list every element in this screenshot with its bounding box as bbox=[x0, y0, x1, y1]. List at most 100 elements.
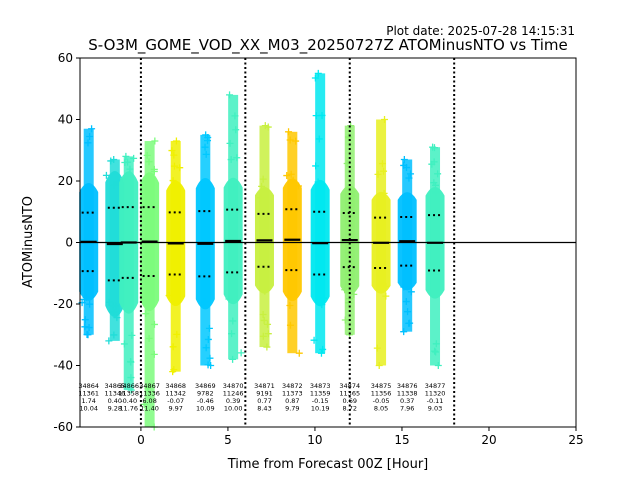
y-tick-label: 0 bbox=[65, 236, 73, 250]
x-tick-label: 10 bbox=[307, 433, 322, 447]
bin-stats-line: 7.96 bbox=[400, 405, 414, 413]
bin-stats-line: 34867 bbox=[139, 382, 160, 390]
plot-date: Plot date: 2025-07-28 14:15:31 bbox=[386, 24, 575, 38]
scatter-spread bbox=[200, 134, 211, 366]
bin-stats-line: 11336 bbox=[139, 390, 160, 398]
scatter-point bbox=[127, 358, 135, 366]
scatter-point bbox=[381, 116, 389, 123]
bin-stats-line: -0.07 bbox=[167, 397, 184, 405]
scatter-point bbox=[105, 337, 113, 345]
bin-stats-label: 34865 11346 0.40 9.28 bbox=[104, 382, 125, 413]
scatter-point bbox=[202, 344, 210, 352]
scatter-series-9 bbox=[310, 69, 330, 357]
bin-stats-line: 10.00 bbox=[224, 405, 243, 413]
scatter-point bbox=[380, 189, 388, 197]
bin-stats-label: 34868 11342 -0.07 9.97 bbox=[165, 382, 186, 413]
bin-stats-line: 34864 bbox=[78, 382, 99, 390]
scatter-point bbox=[430, 179, 438, 187]
x-tick-label: 5 bbox=[224, 433, 232, 447]
scatter-series-13 bbox=[425, 143, 445, 369]
bin-stats-line: 34875 bbox=[371, 382, 392, 390]
y-tick-label: 40 bbox=[58, 113, 73, 127]
y-tick-label: -20 bbox=[53, 297, 73, 311]
scatter-point bbox=[261, 287, 269, 295]
scatter-point bbox=[140, 400, 148, 408]
scatter-point bbox=[143, 151, 151, 159]
bin-stats-line: 34866 bbox=[118, 382, 139, 390]
scatter-point bbox=[128, 331, 136, 339]
scatter-point bbox=[205, 324, 213, 332]
scatter-point bbox=[81, 316, 89, 324]
x-tick-label: 20 bbox=[481, 433, 496, 447]
bin-stats-line: 11359 bbox=[310, 390, 331, 398]
scatter-point bbox=[405, 319, 413, 327]
scatter-layer bbox=[78, 69, 445, 431]
bin-stats-line: 0.37 bbox=[400, 397, 414, 405]
scatter-point bbox=[287, 170, 295, 178]
scatter-spread bbox=[402, 159, 413, 332]
scatter-point bbox=[202, 131, 210, 139]
scatter-point bbox=[151, 137, 159, 145]
bin-stats-line: 8.43 bbox=[257, 405, 271, 413]
bin-stats-line: 0.87 bbox=[285, 397, 299, 405]
scatter-point bbox=[204, 335, 212, 343]
scatter-point bbox=[259, 311, 267, 319]
bin-stats-label: 34877 11320 -0.11 9.03 bbox=[425, 382, 446, 413]
bin-stats-line: 11373 bbox=[282, 390, 303, 398]
scatter-point bbox=[289, 176, 297, 184]
scatter-point bbox=[400, 155, 408, 163]
bin-stats-label: 34866 11358 -0.40 11.76 bbox=[118, 382, 139, 413]
scatter-point bbox=[80, 295, 88, 303]
scatter-point bbox=[172, 183, 180, 191]
scatter-point bbox=[382, 283, 390, 291]
bin-stats-label: 34872 11373 0.87 9.79 bbox=[282, 382, 303, 413]
scatter-point bbox=[169, 177, 177, 185]
scatter-point bbox=[314, 69, 322, 77]
bin-stats-label: 34874 11365 0.69 8.72 bbox=[339, 382, 360, 413]
bin-stats-line: -0.11 bbox=[427, 397, 444, 405]
scatter-point bbox=[404, 308, 412, 316]
scatter-point bbox=[400, 283, 408, 291]
scatter-point bbox=[110, 155, 118, 163]
scatter-point bbox=[315, 135, 323, 143]
scatter-point bbox=[84, 139, 92, 147]
scatter-point bbox=[110, 331, 118, 339]
scatter-point bbox=[261, 122, 269, 130]
scatter-point bbox=[283, 172, 291, 180]
scatter-point bbox=[312, 112, 320, 120]
scatter-point bbox=[81, 323, 89, 331]
scatter-spread bbox=[123, 156, 134, 391]
scatter-point bbox=[227, 156, 235, 164]
scatter-point bbox=[318, 111, 326, 119]
scatter-point bbox=[165, 292, 173, 300]
scatter-point bbox=[120, 340, 128, 348]
scatter-point bbox=[263, 343, 271, 351]
scatter-point bbox=[402, 298, 410, 306]
scatter-point bbox=[231, 112, 239, 120]
scatter-point bbox=[170, 162, 178, 170]
y-tick-label: -40 bbox=[53, 359, 73, 373]
scatter-point bbox=[142, 310, 150, 318]
bin-stats-line: 34871 bbox=[254, 382, 275, 390]
scatter-point bbox=[228, 330, 236, 338]
bin-stats-line: 11361 bbox=[78, 390, 99, 398]
scatter-point bbox=[405, 174, 413, 182]
scatter-point bbox=[169, 368, 177, 376]
bin-stats-line: 11246 bbox=[223, 390, 244, 398]
scatter-point bbox=[88, 125, 96, 133]
x-tick-label: 25 bbox=[568, 433, 583, 447]
scatter-point bbox=[102, 171, 110, 179]
scatter-point bbox=[286, 136, 294, 144]
scatter-point bbox=[126, 165, 134, 173]
y-axis-label: ATOMinusNTO bbox=[21, 196, 36, 288]
scatter-point bbox=[320, 294, 328, 302]
scatter-point bbox=[127, 386, 135, 394]
bin-stats-line: 0.40 bbox=[108, 397, 122, 405]
scatter-point bbox=[314, 178, 322, 186]
scatter-point bbox=[229, 317, 237, 325]
scatter-point bbox=[319, 345, 327, 353]
scatter-point bbox=[233, 154, 241, 162]
bin-stats-line: 9.97 bbox=[168, 405, 182, 413]
bin-stats-line: -0.46 bbox=[197, 397, 214, 405]
bin-stats-line: 11346 bbox=[104, 390, 125, 398]
